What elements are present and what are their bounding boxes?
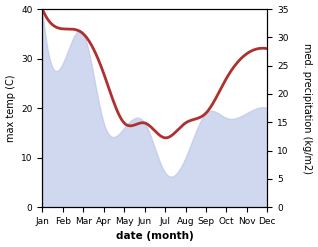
Y-axis label: med. precipitation (kg/m2): med. precipitation (kg/m2) <box>302 43 313 174</box>
X-axis label: date (month): date (month) <box>116 231 194 242</box>
Y-axis label: max temp (C): max temp (C) <box>5 74 16 142</box>
